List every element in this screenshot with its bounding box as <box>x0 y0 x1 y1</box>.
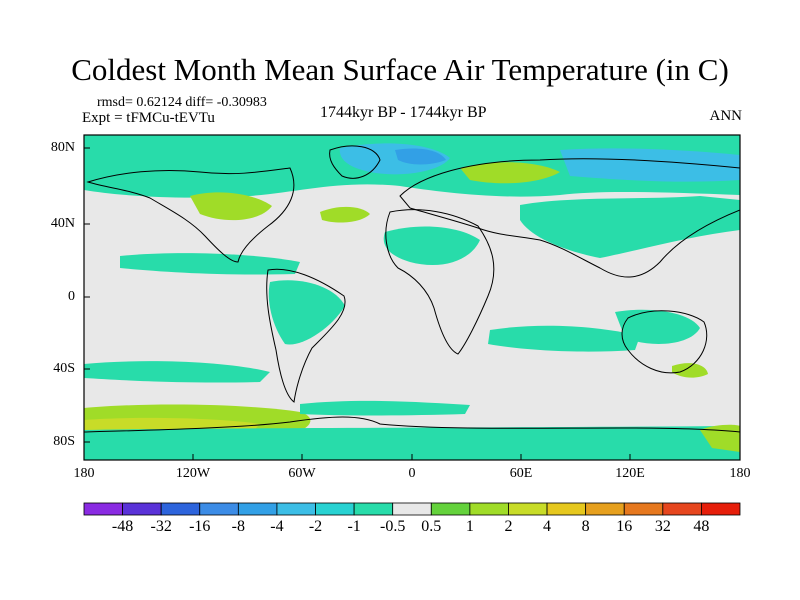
colorbar-label: -48 <box>111 518 134 535</box>
colorbar-swatch <box>353 502 394 516</box>
colorbar-label: -1 <box>347 518 361 535</box>
anomaly-region-south-america-cool <box>268 280 345 345</box>
colorbar-swatch <box>430 502 471 516</box>
coastline-africa <box>385 209 495 355</box>
colorbar-label: 48 <box>693 518 710 535</box>
lon-label-120w: 120W <box>175 466 211 481</box>
coastline-eurasia <box>399 158 740 278</box>
map-title: Coldest Month Mean Surface Air Temperatu… <box>71 52 729 87</box>
lat-label-80s: 80S <box>53 434 75 449</box>
coastline-antarctica <box>84 416 740 433</box>
colorbar-swatch <box>160 502 201 516</box>
colorbar-swatch <box>122 502 162 516</box>
anomaly-region-north-america-warm <box>190 192 272 221</box>
colorbar-swatch <box>546 502 587 516</box>
lat-label-40s: 40S <box>53 361 75 376</box>
colorbar-label: 2 <box>504 518 513 535</box>
anomaly-region-australia-cool <box>615 309 700 344</box>
stats-rmsd-diff: rmsd= 0.62124 diff= -0.30983 <box>97 95 267 110</box>
anomaly-region-africa-cool <box>383 226 480 266</box>
colorbar-label: 1 <box>465 518 474 535</box>
colorbar-label: 0.5 <box>421 518 442 535</box>
colorbar-swatch <box>83 502 123 516</box>
colorbar-swatch <box>623 502 664 516</box>
colorbar-label: 8 <box>581 518 590 535</box>
map-ticks <box>83 147 741 460</box>
colorbar-swatch <box>662 502 702 516</box>
coastline-greenland <box>329 145 381 179</box>
lon-label-60e: 60E <box>509 466 533 481</box>
colorbar-label: -8 <box>231 518 245 535</box>
lon-label-0: 0 <box>408 466 416 481</box>
anomaly-region-equatorial-pacific-cool <box>120 253 300 275</box>
colorbar-swatch <box>199 502 239 516</box>
colorbar-swatch <box>237 502 278 516</box>
anomaly-region-antarctic-cool <box>84 426 740 460</box>
lat-label-40n: 40N <box>50 216 75 231</box>
anomaly-fields <box>84 135 740 460</box>
colorbar-swatch <box>392 502 432 516</box>
season-label: ANN <box>709 108 743 124</box>
colorbar-label: -4 <box>270 518 284 535</box>
colorbar-swatch <box>469 502 509 516</box>
colorbar-swatch <box>315 502 355 516</box>
coastline-north-america <box>86 167 295 263</box>
lon-label-180e: 180 <box>729 466 751 481</box>
colorbar-swatch <box>701 502 741 516</box>
colorbar-label: 32 <box>654 518 671 535</box>
lon-label-180w: 180 <box>73 466 95 481</box>
lat-label-0: 0 <box>68 289 75 304</box>
colorbar <box>83 502 741 516</box>
anomaly-region-siberia-warm <box>460 162 560 184</box>
colorbar-label: 16 <box>616 518 633 535</box>
colorbar-label: 4 <box>543 518 552 535</box>
anomaly-region-southern-ocean-cool <box>300 400 470 416</box>
coastline-australia <box>621 310 708 374</box>
anomaly-region-north-atlantic-cold <box>395 148 446 165</box>
anomaly-region-north-pacific-warm <box>320 206 370 223</box>
colorbar-swatch <box>585 502 625 516</box>
colorbar-swatch <box>508 502 548 516</box>
anomaly-region-australia-warm <box>672 363 708 378</box>
lat-label-80n: 80N <box>50 140 75 155</box>
lon-label-120e: 120E <box>615 466 645 481</box>
coastline-south-america <box>266 268 346 403</box>
colorbar-label: -0.5 <box>380 518 406 535</box>
lon-label-60w: 60W <box>288 466 316 481</box>
colorbar-label: -2 <box>308 518 323 535</box>
anomaly-region-eurasia-cool <box>560 148 740 182</box>
colorbar-label: -32 <box>150 518 172 535</box>
colorbar-swatch <box>276 502 316 516</box>
colorbar-label: -16 <box>189 518 211 535</box>
experiment-label: Expt = tFMCu-tEVTu <box>82 110 215 126</box>
coastlines <box>84 145 740 433</box>
anomaly-region-indian-ocean-cool <box>488 325 640 352</box>
anomaly-region-asia-cool <box>520 196 740 258</box>
anomaly-region-pacific-cool <box>84 361 270 383</box>
period-label: 1744kyr BP - 1744kyr BP <box>320 104 487 121</box>
